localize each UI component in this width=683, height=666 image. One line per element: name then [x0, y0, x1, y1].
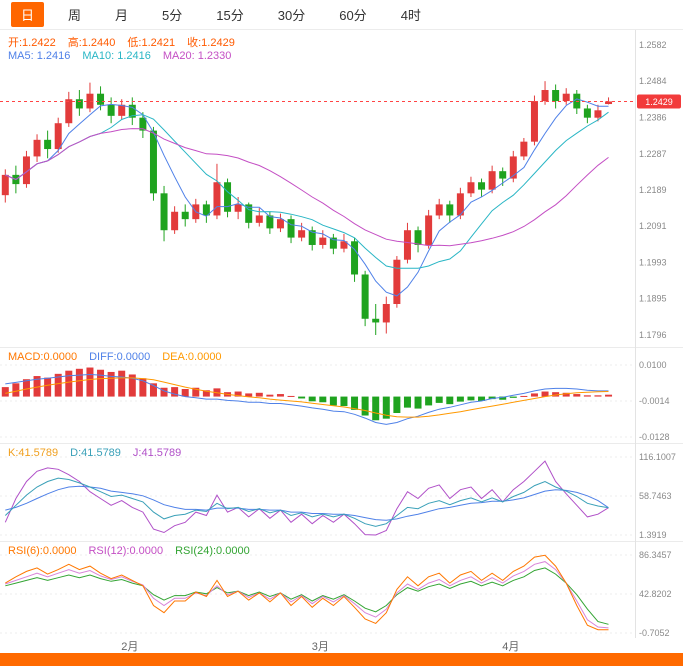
svg-text:1.3919: 1.3919 — [639, 530, 667, 540]
macd-chart-canvas[interactable]: 0.0100 -0.0014 -0.0128 — [0, 347, 683, 443]
svg-text:58.7463: 58.7463 — [639, 491, 672, 501]
svg-text:1.1895: 1.1895 — [639, 293, 667, 303]
svg-text:1.2091: 1.2091 — [639, 221, 667, 231]
svg-text:1.2484: 1.2484 — [639, 76, 667, 86]
x-axis: 2月 3月 4月 — [0, 638, 683, 653]
bottom-scrollbar[interactable] — [0, 653, 683, 666]
tab-week[interactable]: 周 — [68, 8, 82, 23]
last-price-badge: 1.2429 — [637, 94, 681, 109]
tab-15min[interactable]: 15分 — [216, 8, 244, 23]
svg-text:0.0100: 0.0100 — [639, 360, 667, 370]
x-tick: 2月 — [121, 641, 139, 653]
svg-text:1.1993: 1.1993 — [639, 257, 667, 267]
tab-month[interactable]: 月 — [115, 8, 129, 23]
price-panel[interactable]: 开:1.2422 高:1.2440 低:1.2421 收:1.2429 MA5: 1.… — [0, 30, 683, 347]
tab-day[interactable]: 日 — [11, 2, 45, 27]
tab-60min[interactable]: 60分 — [339, 8, 367, 23]
svg-text:-0.0128: -0.0128 — [639, 432, 670, 442]
rsi-chart-canvas[interactable]: 86.3457 42.8202 -0.7052 — [0, 541, 683, 638]
svg-text:1.2582: 1.2582 — [639, 40, 667, 50]
svg-text:1.2189: 1.2189 — [639, 185, 667, 195]
price-chart-canvas[interactable]: 1.2582 1.2484 1.2386 1.2287 1.2189 1.2091 1.19… — [0, 30, 683, 347]
svg-text:86.3457: 86.3457 — [639, 550, 672, 560]
tab-5min[interactable]: 5分 — [162, 8, 183, 23]
rsi-panel[interactable]: RSI(6):0.0000 RSI(12):0.0000 RSI(24):0.000… — [0, 541, 683, 638]
svg-text:1.2287: 1.2287 — [639, 149, 667, 159]
svg-text:42.8202: 42.8202 — [639, 589, 672, 599]
svg-text:-0.0014: -0.0014 — [639, 396, 670, 406]
macd-panel[interactable]: MACD:0.0000 DIFF:0.0000 DEA:0.0000 0.0100-… — [0, 347, 683, 443]
period-toolbar: 日 周 月 5分 15分 30分 60分 4时 — [0, 0, 683, 30]
svg-text:1.2386: 1.2386 — [639, 112, 667, 122]
x-tick: 3月 — [311, 641, 329, 653]
svg-text:1.2429: 1.2429 — [645, 97, 673, 107]
tab-4hour[interactable]: 4时 — [400, 8, 421, 23]
svg-text:-0.7052: -0.7052 — [639, 628, 670, 638]
kdj-chart-canvas[interactable]: 116.1007 58.7463 1.3919 — [0, 443, 683, 541]
tab-30min[interactable]: 30分 — [277, 8, 306, 23]
kdj-panel[interactable]: K:41.5789 D:41.5789 J:41.5789 116.1007 58.7… — [0, 443, 683, 541]
x-tick: 4月 — [502, 641, 520, 653]
svg-text:1.1796: 1.1796 — [639, 330, 667, 340]
svg-text:116.1007: 116.1007 — [639, 452, 676, 462]
